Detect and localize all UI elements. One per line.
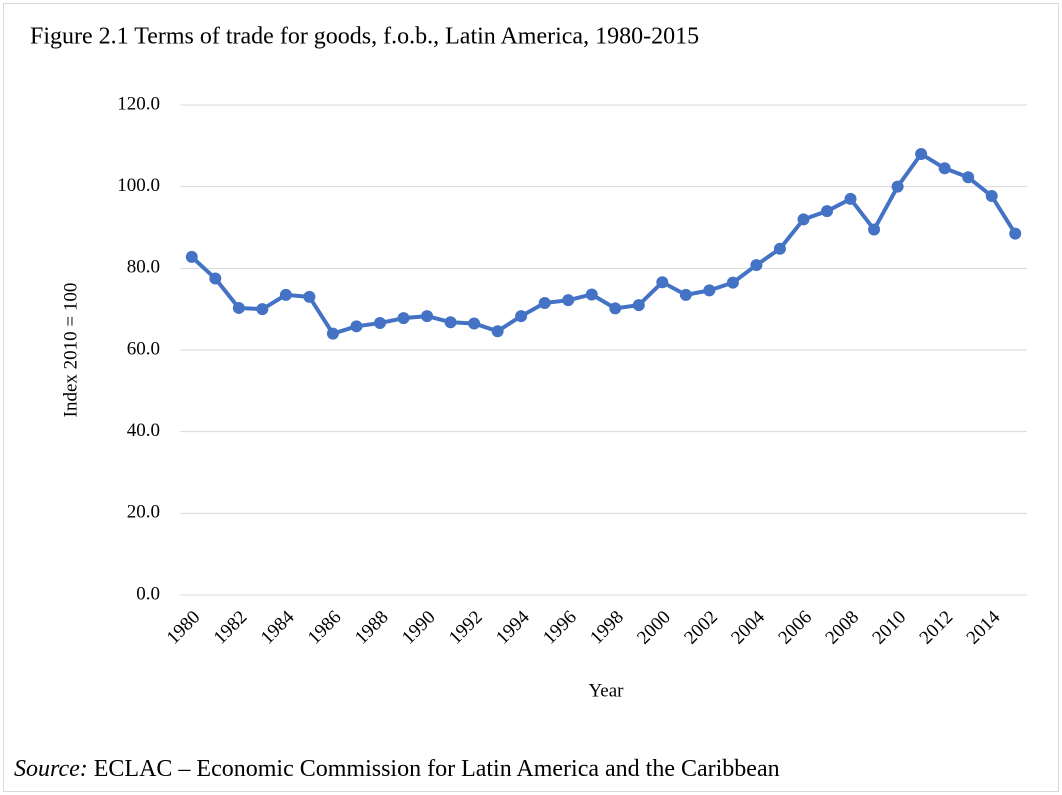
y-tick-label: 40.0 [127, 420, 160, 441]
data-point [279, 288, 292, 301]
data-point [303, 290, 316, 303]
data-point [444, 316, 457, 329]
data-point [844, 192, 857, 205]
data-point [209, 272, 222, 285]
data-point [679, 288, 692, 301]
y-tick-label: 0.0 [136, 583, 160, 604]
data-point [491, 325, 504, 338]
data-point [915, 148, 928, 160]
source-label: Source: [14, 756, 88, 782]
data-point [185, 250, 198, 263]
data-point [703, 284, 716, 297]
data-point [868, 223, 881, 236]
data-point [373, 317, 386, 330]
data-point [632, 299, 645, 312]
y-tick-label: 80.0 [127, 257, 160, 278]
data-point [232, 301, 245, 314]
data-point [750, 259, 763, 272]
chart-title: Figure 2.1 Terms of trade for goods, f.o… [30, 24, 699, 50]
data-point [891, 180, 904, 193]
y-axis-label: Index 2010 = 100 [60, 283, 81, 418]
data-point [656, 276, 669, 289]
data-point [585, 288, 598, 301]
data-point [468, 317, 481, 330]
source-line: Source: ECLAC – Economic Commission for L… [14, 756, 780, 782]
line-series [190, 152, 1017, 336]
data-point [562, 294, 575, 307]
data-point [609, 302, 622, 315]
data-point [797, 213, 810, 226]
data-point [515, 310, 528, 323]
data-point [938, 162, 951, 175]
data-point [326, 327, 339, 340]
x-axis-label: Year [588, 680, 624, 701]
data-point [256, 303, 269, 316]
data-point [538, 297, 551, 310]
data-point [962, 171, 975, 184]
y-tick-label: 100.0 [117, 175, 160, 196]
data-point [773, 242, 786, 255]
source-text: ECLAC – Economic Commission for Latin Am… [94, 756, 780, 782]
data-point [726, 276, 739, 289]
data-point [350, 320, 363, 333]
data-point [821, 205, 834, 218]
data-point [421, 310, 434, 323]
chart-frame [3, 3, 1059, 792]
data-point [397, 312, 410, 325]
y-tick-label: 20.0 [127, 502, 160, 523]
data-point [985, 190, 998, 203]
data-point [1009, 227, 1022, 240]
y-tick-label: 120.0 [117, 93, 160, 114]
y-tick-label: 60.0 [127, 338, 160, 359]
